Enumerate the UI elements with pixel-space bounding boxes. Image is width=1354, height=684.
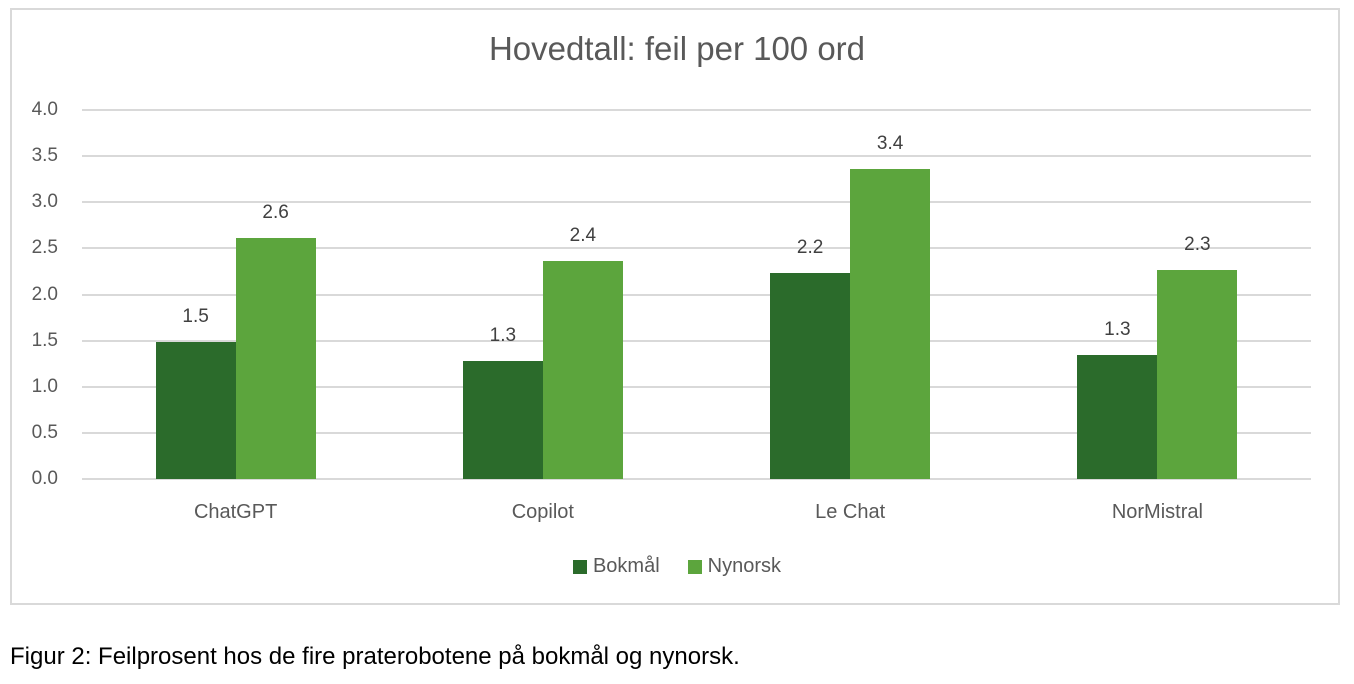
y-tick-label: 0.0 [31, 468, 58, 489]
gridline [82, 201, 1311, 204]
x-tick-label: ChatGPT [193, 501, 278, 523]
legend-item: Bokmål [572, 555, 660, 578]
data-label: 1.3 [1104, 319, 1131, 341]
data-label: 3.4 [876, 133, 904, 155]
gridline [82, 385, 1311, 388]
y-tick-label: 2.5 [31, 237, 58, 259]
bar-bokml-chatgpt [155, 342, 236, 479]
bar-bokml-le-chat [770, 273, 851, 479]
x-tick-label: Le Chat [815, 501, 886, 523]
legend-label: Bokmål [592, 555, 660, 577]
bar-nynorsk-copilot [542, 261, 623, 479]
chart-title: Hovedtall: feil per 100 ord [488, 30, 866, 67]
plot-area: 0.0 0.5 1.0 1.5 2.0 2.5 3.0 3.5 4.0 1.5 2.6 1.3 2.4 2… [32, 99, 1311, 489]
data-label: 2.2 [796, 237, 824, 259]
bar-bokml-normistral [1077, 355, 1158, 479]
bar-nynorsk-normistral [1157, 269, 1238, 479]
y-tick-label: 1.5 [31, 329, 58, 351]
data-label: 1.5 [182, 306, 209, 328]
chart-frame [10, 8, 1340, 605]
y-tick-label: 3.5 [31, 145, 58, 167]
gridline [82, 431, 1311, 434]
legend-item: Nynorsk [687, 555, 782, 578]
data-label: 2.3 [1184, 233, 1211, 255]
bar-bokml-copilot [462, 360, 543, 479]
bar-nynorsk-chatgpt [235, 238, 316, 479]
y-tick-label: 1.0 [31, 375, 58, 397]
legend: Bokmål Nynorsk [0, 555, 1354, 578]
y-tick-label: 3.0 [31, 191, 58, 213]
x-tick-label: NorMistral [1111, 501, 1203, 523]
y-tick-label: 2.0 [31, 283, 58, 305]
gridline [82, 293, 1311, 296]
gridline [82, 109, 1311, 111]
x-tick-label: Copilot [511, 501, 574, 523]
legend-swatch-icon [572, 559, 587, 574]
bar-nynorsk-le-chat [850, 169, 931, 479]
data-label: 2.6 [262, 202, 289, 224]
gridline [82, 339, 1311, 342]
data-label: 2.4 [569, 225, 597, 247]
legend-swatch-icon [687, 559, 702, 574]
gridline [82, 247, 1311, 250]
y-tick-label: 4.0 [31, 99, 58, 120]
data-label: 1.3 [489, 324, 517, 346]
y-tick-label: 0.5 [31, 421, 58, 443]
gridline [82, 478, 1311, 480]
figure-caption: Figur 2: Feilprosent hos de fire pratero… [10, 643, 740, 670]
gridline [82, 155, 1311, 158]
legend-label: Nynorsk [707, 555, 782, 577]
